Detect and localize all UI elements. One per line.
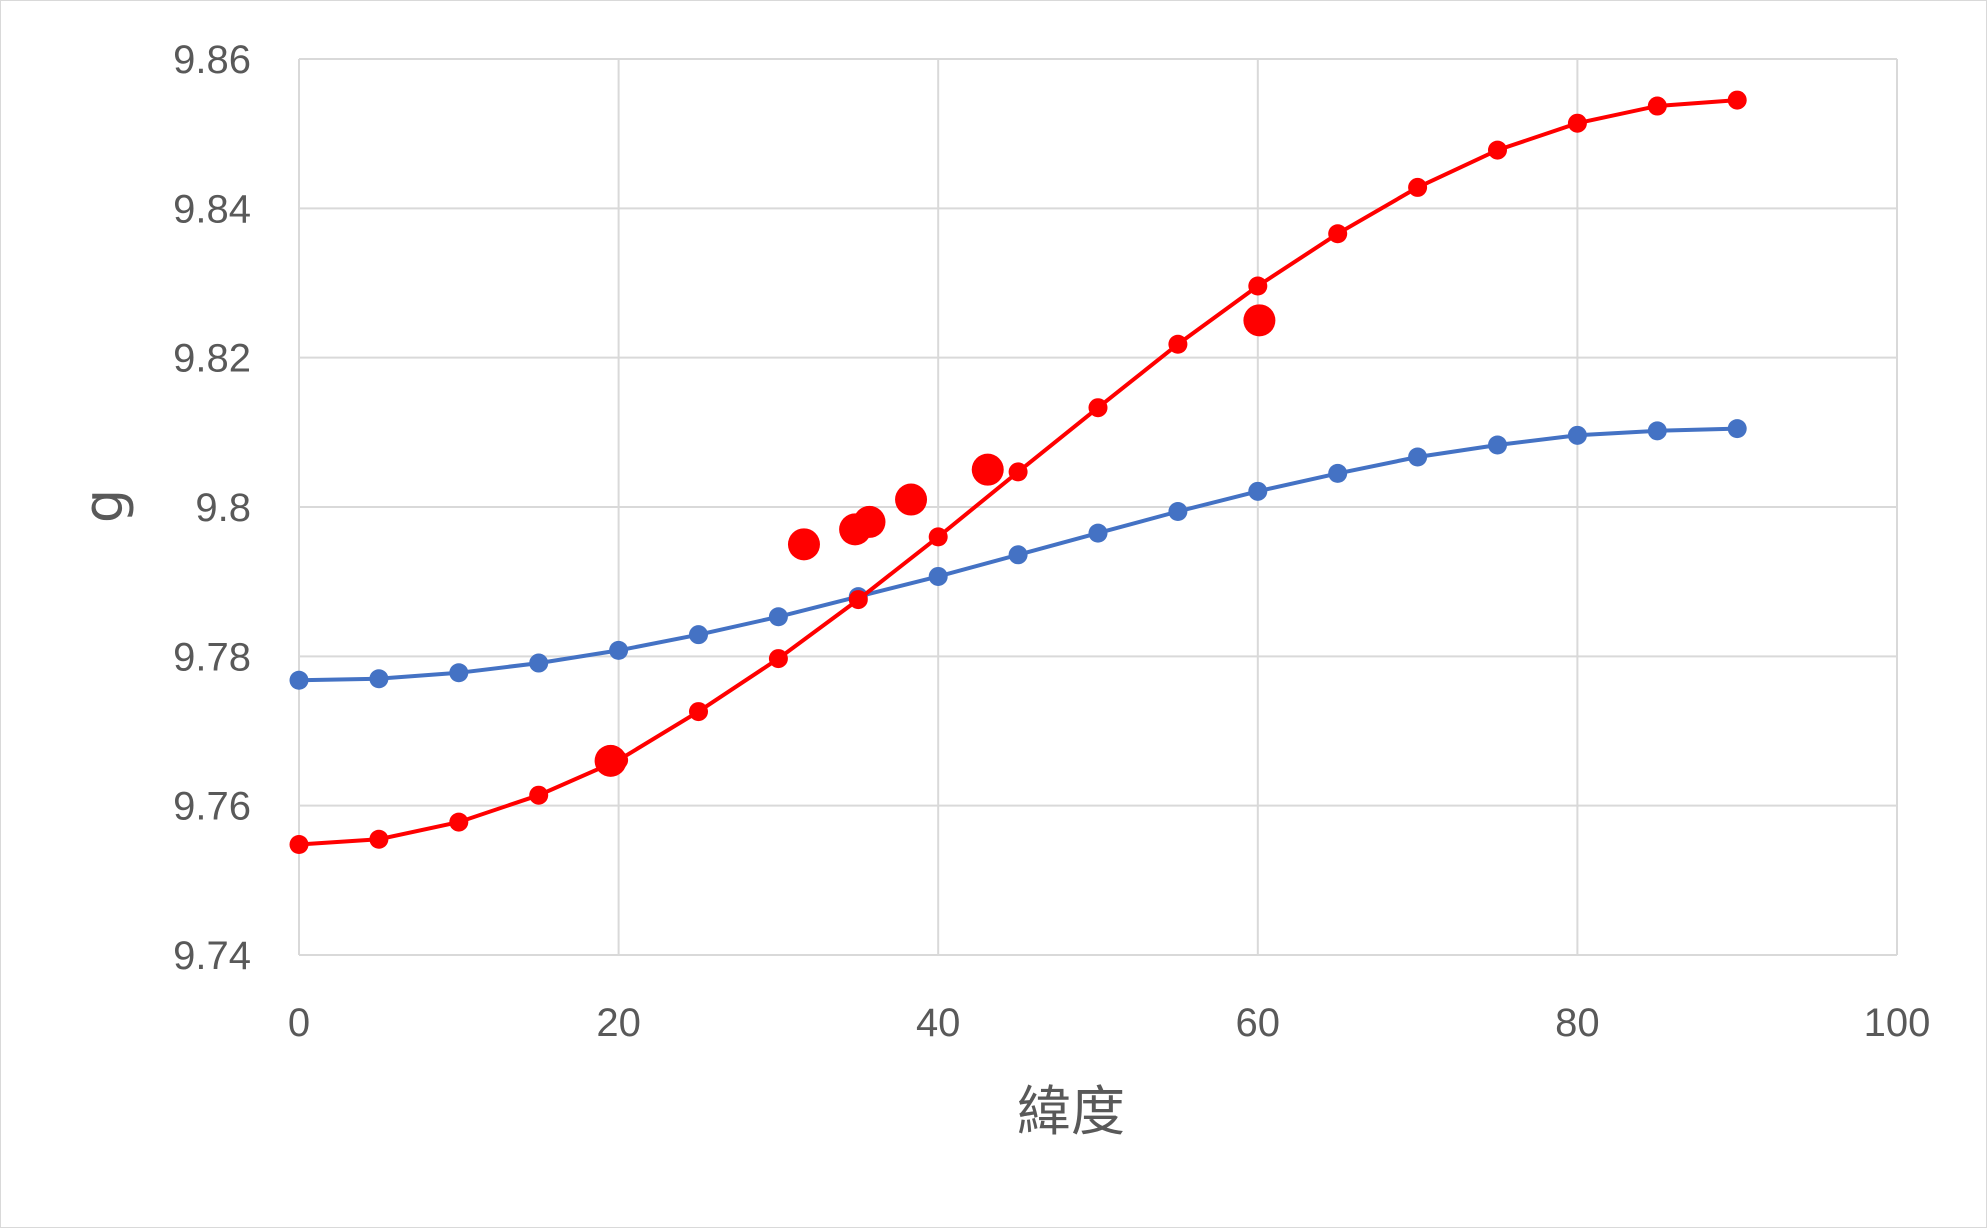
data-point bbox=[1647, 96, 1667, 116]
data-point bbox=[1328, 224, 1348, 244]
data-point bbox=[928, 527, 948, 547]
data-point bbox=[689, 702, 708, 722]
data-point bbox=[529, 785, 549, 805]
data-point bbox=[853, 505, 886, 538]
data-point bbox=[1248, 481, 1268, 501]
y-tick-label: 9.8 bbox=[195, 486, 251, 530]
data-point bbox=[1408, 447, 1428, 467]
y-tick-label: 9.84 bbox=[173, 187, 251, 231]
data-point bbox=[1088, 398, 1108, 418]
data-point bbox=[1647, 421, 1667, 441]
data-point bbox=[787, 528, 820, 561]
series-1 bbox=[289, 90, 1747, 854]
data-point bbox=[1727, 90, 1747, 110]
series bbox=[289, 90, 1747, 854]
x-tick-label: 60 bbox=[1236, 1001, 1281, 1045]
data-point bbox=[1008, 545, 1028, 565]
y-tick-label: 9.86 bbox=[173, 38, 251, 82]
x-tick-label: 100 bbox=[1864, 1001, 1931, 1045]
y-tick-label: 9.74 bbox=[173, 934, 251, 978]
data-point bbox=[1727, 419, 1747, 439]
data-point bbox=[289, 670, 309, 690]
data-point bbox=[529, 653, 549, 673]
data-point bbox=[1567, 113, 1587, 133]
gridlines bbox=[298, 58, 1898, 956]
tick-labels: 9.74 9.76 9.78 9.8 9.82 9.84 9.86 0 20 40 60 80 100 bbox=[173, 38, 1930, 1045]
data-point bbox=[1088, 523, 1108, 543]
data-point bbox=[449, 812, 469, 832]
y-tick-label: 9.76 bbox=[173, 785, 251, 829]
data-point bbox=[768, 649, 788, 669]
data-point bbox=[1008, 462, 1028, 482]
series-0 bbox=[289, 419, 1747, 690]
data-point bbox=[895, 483, 928, 516]
y-axis-title: g bbox=[72, 489, 135, 523]
data-point bbox=[1488, 435, 1507, 455]
data-point bbox=[689, 625, 708, 645]
x-tick-label: 40 bbox=[916, 1001, 961, 1045]
data-point bbox=[289, 834, 309, 854]
data-point bbox=[928, 566, 948, 586]
x-tick-label: 80 bbox=[1555, 1001, 1600, 1045]
data-point bbox=[1168, 501, 1188, 521]
data-point bbox=[1248, 276, 1268, 296]
data-point bbox=[768, 607, 788, 627]
data-point bbox=[1243, 304, 1276, 337]
data-point bbox=[1408, 177, 1428, 197]
data-point bbox=[609, 640, 629, 660]
data-point bbox=[848, 590, 868, 610]
y-tick-label: 9.82 bbox=[173, 337, 251, 381]
x-tick-label: 20 bbox=[596, 1001, 641, 1045]
y-tick-label: 9.78 bbox=[173, 635, 251, 679]
series-2 bbox=[594, 304, 1276, 777]
data-point bbox=[1328, 463, 1348, 483]
x-axis-title: 緯度 bbox=[1017, 1080, 1125, 1143]
data-point bbox=[369, 829, 389, 849]
x-tick-label: 0 bbox=[288, 1001, 310, 1045]
data-point bbox=[1567, 425, 1587, 445]
data-point bbox=[1488, 140, 1507, 160]
data-point bbox=[594, 744, 627, 777]
data-point bbox=[369, 669, 389, 689]
data-point bbox=[1168, 334, 1188, 354]
data-point bbox=[971, 453, 1004, 486]
data-point bbox=[449, 663, 469, 683]
